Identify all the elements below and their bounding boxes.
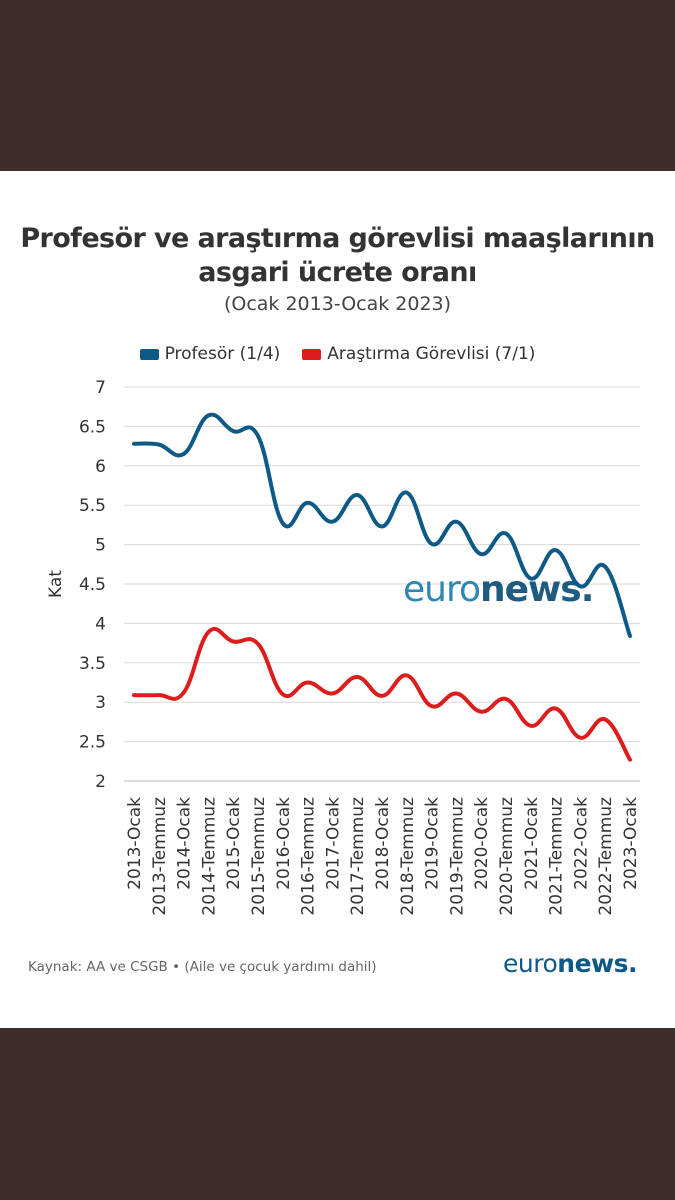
x-tick-label: 2021-Temmuz <box>547 797 567 916</box>
y-tick-label: 2.5 <box>79 733 106 753</box>
x-tick-label: 2020-Temmuz <box>497 797 517 916</box>
x-tick-label: 2013-Ocak <box>125 797 145 890</box>
y-tick-label: 6.5 <box>79 417 106 437</box>
y-tick-label: 2 <box>95 772 106 792</box>
y-tick-label: 4.5 <box>79 575 106 595</box>
x-tick-label: 2018-Temmuz <box>398 797 418 916</box>
x-tick-label: 2013-Temmuz <box>150 797 170 916</box>
legend-swatch-researcher <box>302 348 322 360</box>
x-tick-label: 2022-Temmuz <box>596 797 616 916</box>
legend-label-researcher: Araştırma Görevlisi (7/1) <box>327 344 536 364</box>
series-line-researcher <box>132 626 632 762</box>
x-tick-label: 2015-Ocak <box>224 797 244 890</box>
legend-label-professor: Profesör (1/4) <box>164 344 281 364</box>
legend-item-professor: Profesör (1/4) <box>139 342 281 366</box>
x-tick-label: 2018-Ocak <box>373 797 393 890</box>
y-tick-label: 3.5 <box>79 654 106 674</box>
y-tick-label: 3 <box>95 693 106 713</box>
y-tick-label: 7 <box>95 378 106 398</box>
x-tick-label: 2016-Temmuz <box>299 797 319 916</box>
y-tick-label: 5 <box>95 536 106 556</box>
x-tick-label: 2017-Temmuz <box>348 797 368 916</box>
chart-title-line2: asgari ücrete oranı <box>198 257 477 288</box>
x-tick-label: 2022-Ocak <box>571 797 591 890</box>
y-axis-label: Kat <box>46 570 66 598</box>
euronews-logo: euronews. <box>503 949 637 978</box>
logo-text-euro: euro <box>503 949 558 978</box>
line-chart: 2 2.5 3 3.5 4 4.5 5 5.5 6 6.5 7 Kat 2013-Ocak 2013-Te… <box>46 378 641 916</box>
legend-swatch-professor <box>139 348 159 360</box>
chart-card: Profesör ve araştırma görevlisi maaşları… <box>0 171 675 1028</box>
euronews-watermark: euronews. <box>403 569 593 610</box>
y-tick-label: 5.5 <box>79 496 106 516</box>
source-note: Kaynak: AA ve CSGB • (Aile ve çocuk yard… <box>28 959 377 975</box>
series-line-professor <box>132 412 632 638</box>
chart-legend: Profesör (1/4) Araştırma Görevlisi (7/1) <box>0 342 675 366</box>
y-tick-label: 6 <box>95 457 106 477</box>
x-tick-label: 2019-Temmuz <box>447 797 467 916</box>
chart-subtitle: (Ocak 2013-Ocak 2023) <box>223 293 452 315</box>
legend-item-researcher: Araştırma Görevlisi (7/1) <box>302 342 535 366</box>
x-tick-label: 2017-Ocak <box>323 797 343 890</box>
x-tick-label: 2021-Ocak <box>522 797 542 890</box>
x-tick-label: 2023-Ocak <box>621 797 641 890</box>
x-tick-label: 2014-Ocak <box>175 797 195 890</box>
x-tick-label: 2016-Ocak <box>274 797 294 890</box>
chart-title-line1: Profesör ve araştırma görevlisi maaşları… <box>20 223 655 254</box>
y-tick-label: 4 <box>95 614 106 634</box>
x-tick-label: 2014-Temmuz <box>199 797 219 916</box>
x-tick-label: 2019-Ocak <box>423 797 443 890</box>
x-tick-label: 2015-Temmuz <box>249 797 269 916</box>
x-tick-label: 2020-Ocak <box>472 797 492 890</box>
logo-text-news: news. <box>557 949 637 978</box>
watermark-text-euro: euro <box>403 569 480 610</box>
